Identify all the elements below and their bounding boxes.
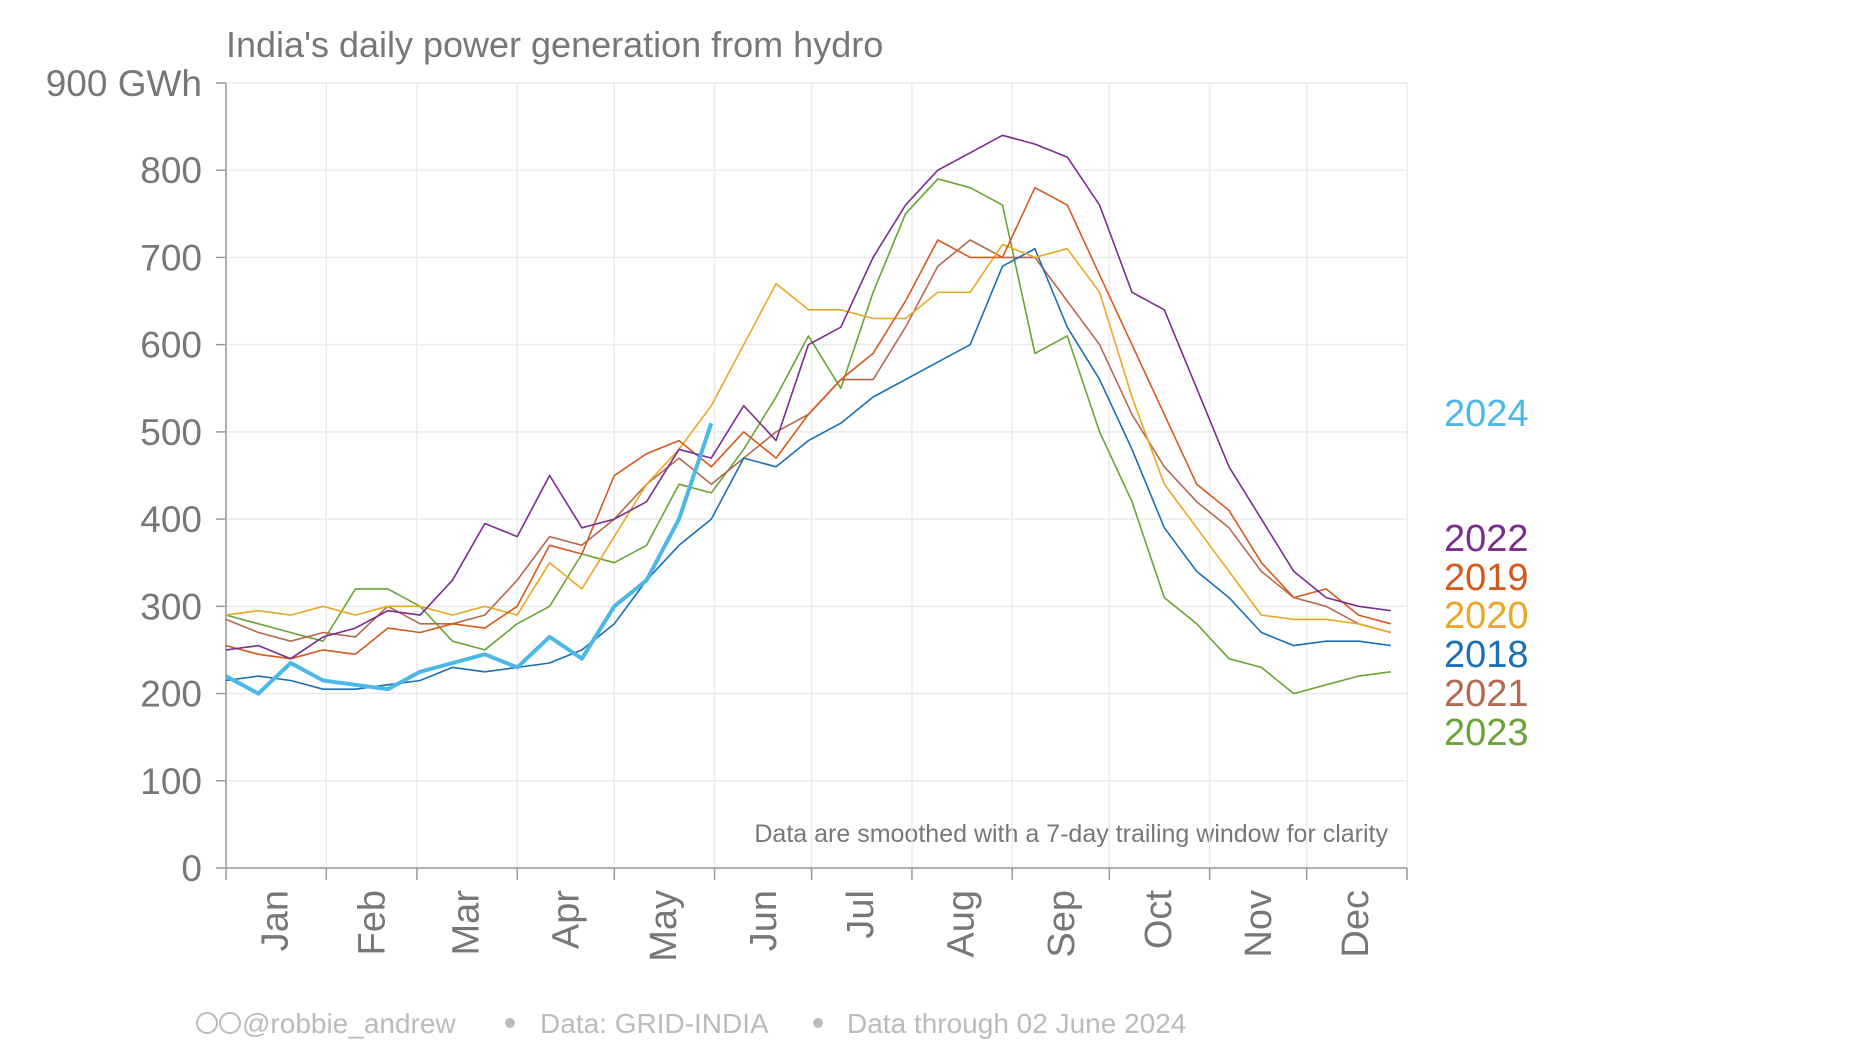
y-tick-label: 700 [140, 237, 202, 278]
y-tick-label: 200 [140, 674, 202, 715]
y-tick-label: 800 [140, 150, 202, 191]
x-tick-label: Jan [255, 890, 297, 951]
x-tick-label: Sep [1041, 890, 1083, 958]
x-tick-label: Oct [1138, 890, 1180, 950]
separator [505, 1018, 515, 1028]
x-tick-label: Nov [1238, 890, 1280, 958]
y-tick-label: 300 [140, 586, 202, 627]
legend-label: 2018 [1444, 634, 1529, 676]
x-tick-label: Aug [940, 890, 982, 958]
legend-label: 2022 [1444, 518, 1529, 560]
x-tick-label: Dec [1335, 890, 1377, 958]
y-tick-label: 900 GWh [46, 63, 202, 104]
series-line [225, 134, 1391, 660]
series-line [225, 186, 1392, 660]
annotation: Data are smoothed with a 7-day trailing … [754, 820, 1388, 848]
footer-through: Data through 02 June 2024 [847, 1008, 1186, 1039]
separator [813, 1018, 823, 1028]
legend-label: 2023 [1444, 712, 1529, 754]
x-tick-label: Jun [743, 890, 785, 951]
y-tick-label: 500 [140, 412, 202, 453]
legend-label: 2024 [1444, 393, 1529, 435]
x-tick-label: Feb [352, 890, 394, 955]
cc-icon [196, 1012, 218, 1034]
y-tick-label: 600 [140, 325, 202, 366]
footer: @robbie_andrew Data: GRID-INDIA Data thr… [196, 1008, 1186, 1039]
footer-source: Data: GRID-INDIA [540, 1008, 769, 1039]
by-icon [219, 1012, 241, 1034]
series-line [225, 422, 714, 696]
chart-title: India's daily power generation from hydr… [226, 24, 883, 65]
series-line [225, 247, 1391, 690]
y-tick-label: 400 [140, 499, 202, 540]
series-line [225, 243, 1392, 634]
legend-label: 2020 [1444, 595, 1529, 637]
footer-credit: @robbie_andrew [242, 1008, 456, 1039]
y-tick-label: 100 [140, 761, 202, 802]
x-tick-label: Mar [445, 890, 487, 956]
x-tick-label: Apr [546, 890, 588, 949]
x-tick-label: May [643, 890, 685, 962]
y-tick-label: 0 [181, 848, 202, 889]
legend-label: 2021 [1444, 673, 1529, 715]
legend-label: 2019 [1444, 557, 1529, 599]
x-tick-label: Jul [840, 890, 882, 939]
